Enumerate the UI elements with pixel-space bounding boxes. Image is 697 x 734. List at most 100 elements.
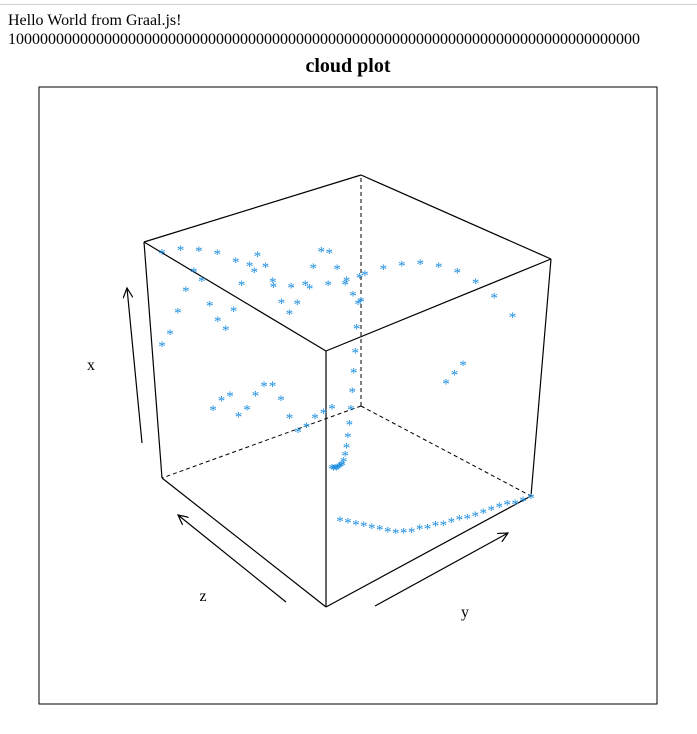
data-point: * — [286, 307, 294, 323]
data-point: * — [309, 261, 317, 277]
data-point: * — [174, 306, 182, 322]
data-point: * — [270, 280, 278, 296]
data-point: * — [306, 282, 314, 298]
data-point: * — [453, 266, 461, 282]
data-point: * — [246, 259, 254, 275]
data-point: * — [328, 461, 336, 477]
data-point: * — [238, 278, 246, 294]
data-point: * — [311, 411, 319, 427]
data-point: * — [214, 247, 222, 263]
box-wireframe — [143, 174, 552, 608]
data-point: * — [226, 389, 234, 405]
data-point: * — [206, 299, 214, 315]
data-point: * — [432, 519, 440, 535]
x-axis-arrow — [127, 288, 143, 444]
data-point: * — [503, 497, 511, 513]
data-point: * — [182, 284, 190, 300]
data-point: * — [251, 265, 259, 281]
data-point: * — [340, 454, 348, 470]
data-point: * — [424, 522, 432, 538]
data-point: * — [416, 522, 424, 538]
data-point: * — [344, 430, 352, 446]
data-point: * — [333, 463, 341, 479]
data-point: * — [448, 515, 456, 531]
data-point: * — [235, 410, 243, 426]
data-point: * — [294, 425, 302, 441]
data-point: * — [334, 461, 342, 477]
data-point: * — [320, 406, 328, 422]
data-point: * — [472, 509, 480, 525]
data-point: * — [333, 262, 341, 278]
data-point: * — [479, 506, 487, 522]
data-point: * — [158, 247, 166, 263]
data-point: * — [509, 310, 517, 326]
data-point: * — [511, 497, 519, 513]
data-point: * — [417, 257, 425, 273]
data-point: * — [487, 503, 495, 519]
data-point: * — [343, 440, 351, 456]
data-point: * — [527, 491, 535, 507]
data-point: * — [349, 288, 357, 304]
data-point: * — [341, 449, 349, 465]
data-point: * — [440, 518, 448, 534]
data-point: * — [277, 393, 285, 409]
plot-frame — [38, 86, 658, 705]
data-point: * — [519, 494, 527, 510]
greeting-text: Hello World from Graal.js! — [8, 12, 182, 29]
z-axis-arrow — [178, 515, 287, 603]
data-point: * — [352, 517, 360, 533]
data-point: * — [490, 291, 498, 307]
y-axis-arrow — [374, 533, 508, 607]
data-point: * — [286, 411, 294, 427]
data-point: * — [357, 295, 365, 311]
data-point: * — [380, 262, 388, 278]
data-point: * — [347, 402, 355, 418]
data-point: * — [331, 461, 339, 477]
data-point: * — [376, 523, 384, 539]
data-point: * — [324, 278, 332, 294]
z-axis-label: z — [199, 588, 206, 605]
data-point: * — [243, 403, 251, 419]
top-divider — [0, 4, 697, 5]
data-point: * — [317, 245, 325, 261]
data-point: * — [262, 260, 270, 276]
data-point: * — [190, 265, 198, 281]
data-point: * — [464, 512, 472, 528]
data-point: * — [158, 339, 166, 355]
x-axis-label: x — [87, 357, 95, 374]
data-point: * — [343, 274, 351, 290]
data-point: * — [346, 417, 354, 433]
data-point: * — [287, 281, 295, 297]
data-point: * — [336, 514, 344, 530]
data-point: * — [435, 260, 443, 276]
data-point: * — [408, 525, 416, 541]
data-point: * — [398, 258, 406, 274]
y-axis-label: y — [461, 604, 469, 621]
data-point: * — [456, 512, 464, 528]
data-point: * — [350, 365, 358, 381]
data-point: * — [269, 379, 277, 395]
data-point: * — [198, 274, 206, 290]
data-point: * — [177, 243, 185, 259]
data-point: * — [368, 521, 376, 537]
data-point: * — [166, 327, 174, 343]
data-point: * — [384, 524, 392, 540]
data-point: * — [341, 277, 349, 293]
data-point: * — [442, 377, 450, 393]
data-point: * — [349, 385, 357, 401]
data-point: * — [260, 379, 268, 395]
data-point: * — [356, 271, 364, 287]
data-point: * — [230, 304, 238, 320]
data-point: * — [392, 526, 400, 542]
data-point: * — [278, 296, 286, 312]
data-point: * — [354, 297, 362, 313]
data-point: * — [344, 516, 352, 532]
data-point: * — [495, 500, 503, 516]
box-edge-hidden — [161, 405, 362, 479]
data-points: ********************* **** ***************… — [158, 243, 535, 542]
data-point: * — [361, 268, 369, 284]
data-point: * — [232, 255, 240, 271]
data-point: * — [336, 460, 344, 476]
data-point: * — [400, 526, 408, 542]
